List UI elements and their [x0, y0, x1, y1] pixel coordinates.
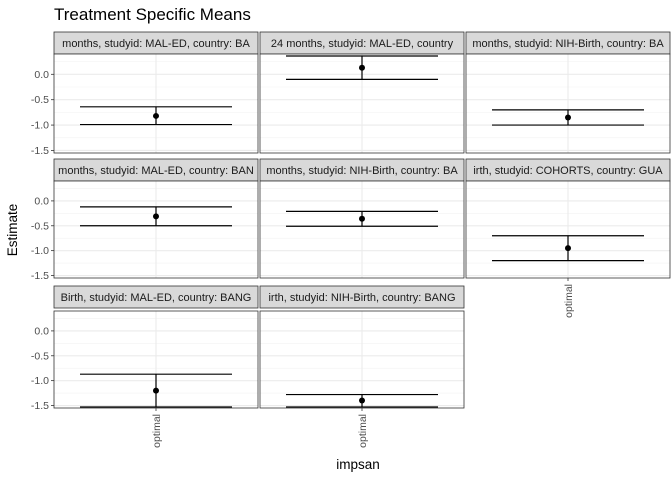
panel-border — [259, 180, 465, 279]
x-tick-label: optimal — [151, 414, 163, 448]
y-axis-title: Estimate — [5, 204, 20, 257]
x-tick-label: optimal — [563, 284, 575, 318]
facet-strip — [53, 285, 259, 309]
chart-title: Treatment Specific Means — [54, 5, 251, 24]
facet-strip-label: months, studyid: MAL-ED, country: BAN — [58, 165, 254, 177]
y-tick-label: 0.0 — [34, 195, 49, 207]
y-tick-label: 0.0 — [34, 325, 49, 337]
y-tick-label: -1.0 — [31, 375, 49, 387]
facet-strip-label: Birth, studyid: MAL-ED, country: BANG — [61, 292, 252, 304]
y-tick-label: -1.5 — [31, 145, 49, 157]
facet-panel: months, studyid: MAL-ED, country: BAN 0.0… — [31, 158, 259, 282]
estimate-point — [359, 64, 365, 71]
x-tick-label: optimal — [357, 414, 369, 448]
facet-panel: irth, studyid: COHORTS, country: GUA — [465, 158, 671, 279]
estimate-point — [565, 245, 571, 252]
y-tick-label: -1.0 — [31, 245, 49, 257]
facet-panel: irth, studyid: NIH-Birth, country: BANG — [259, 285, 465, 409]
y-tick-label: 0.0 — [34, 69, 49, 81]
facet-strip-label: months, studyid: MAL-ED, country: BA — [62, 38, 250, 50]
x-tick-labels: optimal optimal optimal — [151, 278, 575, 448]
y-tick-label: -1.5 — [31, 400, 49, 412]
panel-grid: months, studyid: MAL-ED, country: BA 0.0 -… — [31, 31, 671, 412]
facet-strip-label: irth, studyid: NIH-Birth, country: BANG — [268, 292, 455, 304]
y-tick-label: -1.0 — [31, 120, 49, 132]
estimate-point — [153, 213, 159, 220]
panel-border — [465, 53, 671, 154]
estimate-point — [565, 114, 571, 121]
facet-strip — [259, 285, 465, 309]
facet-panel: months, studyid: MAL-ED, country: BA 0.0 -… — [31, 31, 259, 157]
facet-strip-label: months, studyid: NIH-Birth, country: BA — [266, 165, 458, 177]
facet-panel: 24 months, studyid: MAL-ED, country — [259, 31, 465, 154]
facet-panel: Birth, studyid: MAL-ED, country: BANG 0.0… — [31, 285, 259, 412]
facet-strip-label: months, studyid: NIH-Birth, country: BA — [472, 38, 664, 50]
estimate-point — [153, 387, 159, 394]
facet-strip-label: irth, studyid: COHORTS, country: GUA — [473, 165, 663, 177]
y-tick-label: -1.5 — [31, 270, 49, 282]
y-tick-label: -0.5 — [31, 350, 49, 362]
estimate-point — [359, 215, 365, 222]
panel-border — [53, 53, 259, 154]
estimate-point — [359, 397, 365, 404]
x-axis-title: impsan — [336, 457, 380, 472]
facet-strip-label: 24 months, studyid: MAL-ED, country — [271, 38, 454, 50]
facet-panel: months, studyid: NIH-Birth, country: BA — [465, 31, 671, 154]
panel-border — [259, 53, 465, 154]
y-tick-label: -0.5 — [31, 94, 49, 106]
panel-border — [53, 180, 259, 279]
estimate-point — [153, 112, 159, 119]
y-tick-label: -0.5 — [31, 220, 49, 232]
facet-panel: months, studyid: NIH-Birth, country: BA — [259, 158, 465, 279]
